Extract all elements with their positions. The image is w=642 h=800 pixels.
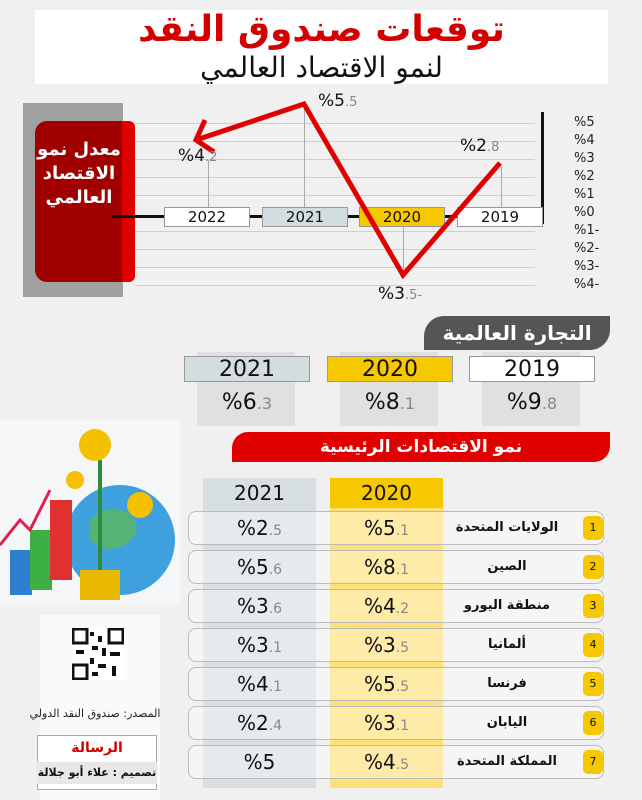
x-axis-line xyxy=(250,215,262,218)
point-label-2021: %5.5 xyxy=(318,91,358,111)
cell-2021: %2.5 xyxy=(236,516,283,540)
y-tick: %1 xyxy=(574,187,595,202)
y-tick: %3- xyxy=(574,259,600,274)
side-label-stripe xyxy=(122,121,135,282)
side-label-text: معدل نمو الاقتصاد العالمي xyxy=(37,139,121,208)
country-name: المملكة المتحدة xyxy=(457,754,557,769)
rank-badge: 1 xyxy=(583,516,603,540)
y-tick: %4- xyxy=(574,277,600,292)
cell-2021: %3.6 xyxy=(236,594,283,618)
table-row xyxy=(188,667,604,701)
column-header-2020: 2020 xyxy=(330,478,443,508)
cell-2020: %5.1 xyxy=(363,516,410,540)
drop-line-2021 xyxy=(304,104,305,207)
qr-code[interactable] xyxy=(72,628,124,680)
cell-2020: %4.5 xyxy=(363,750,410,774)
table-row xyxy=(188,511,604,545)
page-subtitle: لنمو الاقتصاد العالمي xyxy=(200,51,443,84)
page-title: توقعات صندوق النقد xyxy=(138,9,505,50)
trade-value-2020: %8.1 xyxy=(364,390,416,415)
country-name: الولايات المتحدة xyxy=(455,520,559,535)
y-tick: %2 xyxy=(574,169,595,184)
rank-badge: 5 xyxy=(583,672,603,696)
drop-line-2022 xyxy=(208,160,209,207)
table-row xyxy=(188,589,604,623)
world-trade-heading: التجارة العالمية xyxy=(424,316,610,350)
country-name: ألمانيا xyxy=(487,637,526,652)
major-economies-heading: نمو الاقتصادات الرئيسية xyxy=(232,432,610,462)
cell-2021: %5 xyxy=(243,750,276,774)
trade-year-2019: 2019 xyxy=(469,356,595,382)
rank-badge: 6 xyxy=(583,711,603,735)
point-label-2019: %2.8 xyxy=(460,136,500,156)
cell-2021: %4.1 xyxy=(236,672,283,696)
country-name: الصين xyxy=(487,559,527,574)
drop-line-2020 xyxy=(403,227,404,275)
cell-2021: %2.4 xyxy=(236,711,283,735)
grid-line xyxy=(135,177,535,178)
growth-illustration xyxy=(0,420,180,605)
source-credit: المصدر: صندوق النقد الدولي xyxy=(29,707,161,720)
country-name: فرنسا xyxy=(487,676,527,691)
title-box xyxy=(35,10,608,84)
y-tick: %2- xyxy=(574,241,600,256)
country-name: اليابان xyxy=(486,715,528,730)
grid-line xyxy=(135,285,535,286)
y-tick: %3 xyxy=(574,151,595,166)
y-tick: %1- xyxy=(574,223,600,238)
year-label-2022: 2022 xyxy=(164,207,250,227)
point-label-2022: %4.2 xyxy=(178,146,218,166)
table-row xyxy=(188,628,604,662)
cell-2020: %4.2 xyxy=(363,594,410,618)
trade-value-2021: %6.3 xyxy=(221,390,273,415)
cell-2020: %8.1 xyxy=(363,555,410,579)
cell-2021: %5.6 xyxy=(236,555,283,579)
cell-2020: %5.5 xyxy=(363,672,410,696)
side-label-panel xyxy=(35,121,135,282)
y-tick: %0 xyxy=(574,205,595,220)
drop-line-2019 xyxy=(501,166,502,207)
rank-badge: 4 xyxy=(583,633,603,657)
grid-line xyxy=(135,231,535,232)
year-label-2019: 2019 xyxy=(457,207,543,227)
y-axis-line xyxy=(541,112,544,224)
column-2021-bg xyxy=(203,478,316,788)
x-axis-line xyxy=(347,215,359,218)
point-label-2020: %3.5- xyxy=(378,284,423,304)
cell-2020: %3.1 xyxy=(363,711,410,735)
trade-value-2019: %9.8 xyxy=(506,390,558,415)
grid-line xyxy=(135,123,535,124)
year-label-2020: 2020 xyxy=(359,207,445,227)
trade-year-2020: 2020 xyxy=(327,356,453,382)
publisher-logo: الرسالة xyxy=(71,740,123,756)
cell-2020: %3.5 xyxy=(363,633,410,657)
table-row xyxy=(188,706,604,740)
y-tick: %4 xyxy=(574,133,595,148)
designer-credit: تصميم : علاء أبو جلالة xyxy=(37,762,157,784)
column-header-2021: 2021 xyxy=(234,481,285,505)
rank-badge: 7 xyxy=(583,750,603,774)
cell-2021: %3.1 xyxy=(236,633,283,657)
growth-line-series xyxy=(192,100,502,280)
rank-badge: 3 xyxy=(583,594,603,618)
x-axis-line xyxy=(112,215,164,218)
grid-line xyxy=(135,195,535,196)
country-name: منطقة اليورو xyxy=(463,598,551,613)
column-2020-bg xyxy=(330,478,443,788)
rank-badge: 2 xyxy=(583,555,603,579)
table-row xyxy=(188,745,604,779)
table-row xyxy=(188,550,604,584)
grid-line xyxy=(135,141,535,142)
grid-line xyxy=(135,249,535,250)
y-tick: %5 xyxy=(574,115,595,130)
grid-line xyxy=(135,267,535,268)
trade-year-2021: 2021 xyxy=(184,356,310,382)
year-label-2021: 2021 xyxy=(262,207,348,227)
